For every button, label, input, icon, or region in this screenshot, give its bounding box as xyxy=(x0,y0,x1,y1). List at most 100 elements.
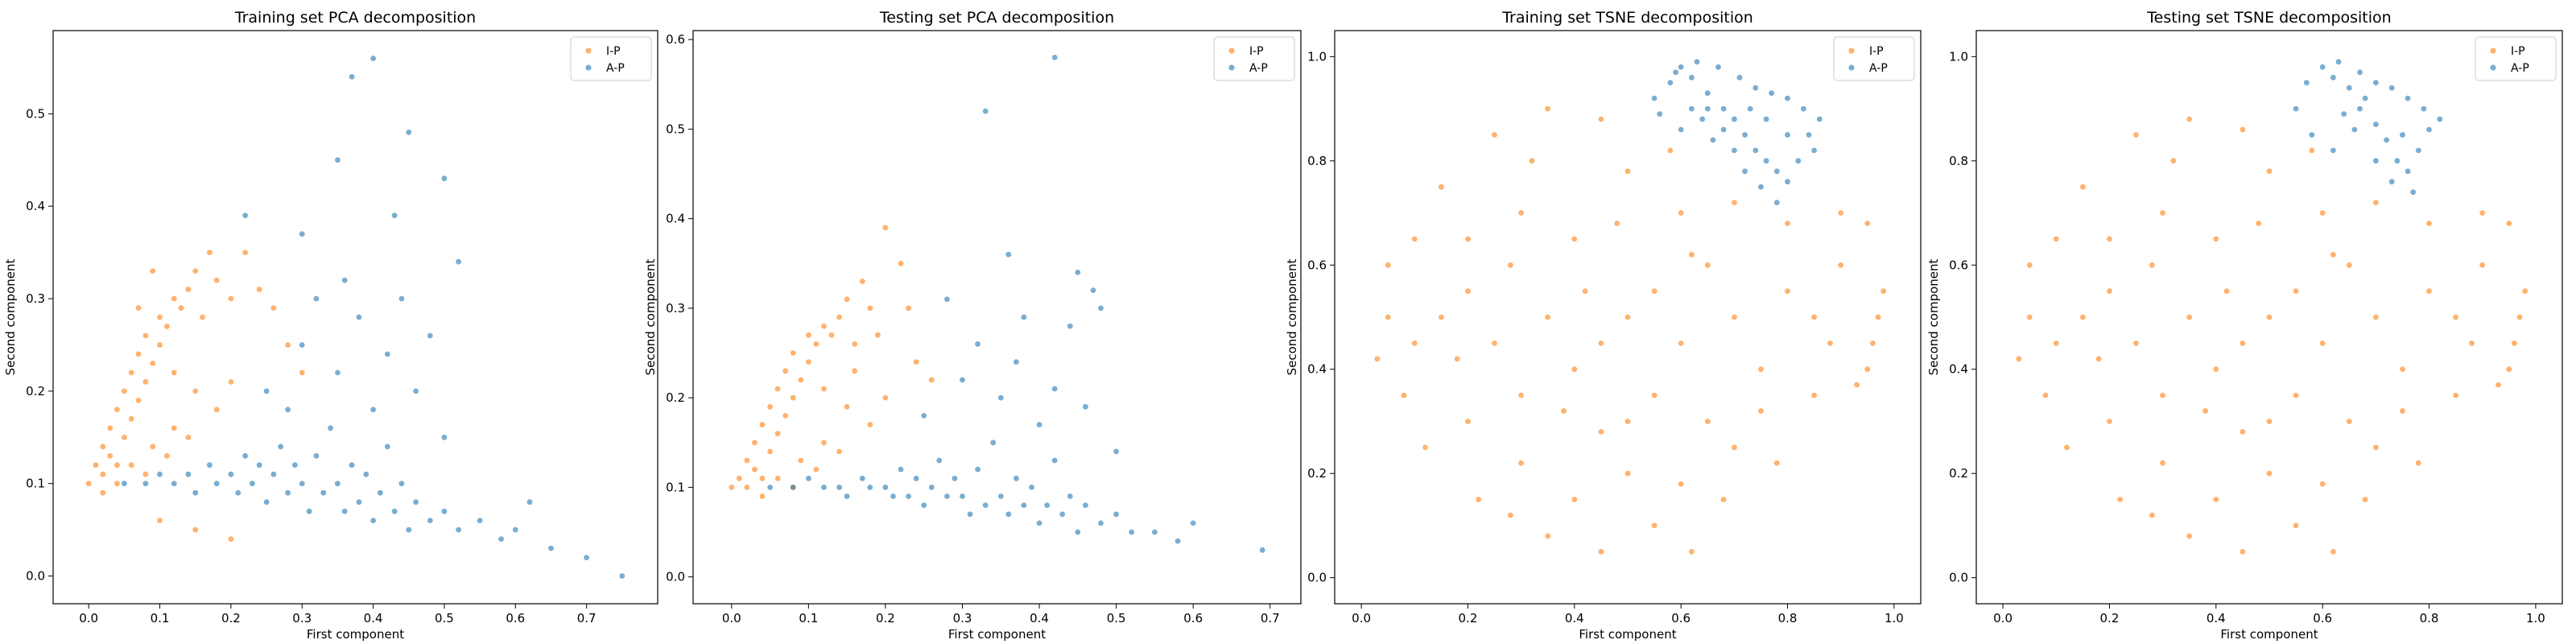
point-ap xyxy=(867,485,873,490)
point-ip xyxy=(798,457,804,464)
point-ap xyxy=(1129,529,1135,535)
point-ap xyxy=(2357,69,2363,76)
point-ip xyxy=(2053,236,2059,242)
point-ip xyxy=(2479,210,2486,216)
point-ip xyxy=(1465,288,1471,294)
point-ip xyxy=(2293,522,2299,529)
point-ap xyxy=(882,485,889,490)
point-ip xyxy=(1385,314,1391,320)
point-ip xyxy=(142,379,149,385)
point-ap xyxy=(844,493,850,499)
point-ip xyxy=(142,332,149,339)
axes-frame xyxy=(52,30,658,605)
point-ap xyxy=(2410,189,2417,196)
point-ip xyxy=(859,279,865,284)
point-ap xyxy=(341,277,348,283)
point-ip xyxy=(1811,314,1818,320)
point-ip xyxy=(2160,392,2166,398)
point-ip xyxy=(93,462,99,469)
point-ap xyxy=(1747,105,1753,112)
point-ip xyxy=(767,448,773,455)
point-ap xyxy=(1752,147,1759,154)
point-ap xyxy=(378,489,383,496)
point-ap xyxy=(427,518,433,523)
point-ip xyxy=(2133,341,2139,346)
point-ap xyxy=(997,394,1004,401)
point-ip xyxy=(1864,366,1871,373)
point-ip xyxy=(752,466,758,473)
point-ip xyxy=(2240,341,2246,346)
point-ap xyxy=(1051,386,1058,392)
point-ap xyxy=(441,434,448,440)
y-tick-label: 1.0 xyxy=(1949,49,1968,64)
y-axis-label: Second component xyxy=(1926,258,1941,375)
point-ip xyxy=(2512,341,2517,346)
point-ip xyxy=(2309,147,2315,154)
point-ap xyxy=(982,108,989,114)
point-ap xyxy=(157,471,163,477)
point-ip xyxy=(2426,221,2432,226)
point-ip xyxy=(285,342,291,348)
point-ip xyxy=(100,489,106,496)
point-ap xyxy=(859,475,865,481)
point-ap xyxy=(398,295,405,302)
point-ip xyxy=(122,434,127,440)
legend-label: I-P xyxy=(1249,45,1264,58)
y-tick-label: 0.1 xyxy=(666,480,685,494)
point-ap xyxy=(2394,158,2401,164)
point-ip xyxy=(2016,356,2022,362)
point-ap xyxy=(944,296,950,303)
point-ip xyxy=(1854,382,1860,388)
point-ap xyxy=(2357,105,2363,112)
point-ip xyxy=(928,377,935,383)
y-tick-label: 1.0 xyxy=(1307,49,1327,64)
point-ap xyxy=(1785,179,1790,185)
point-ap xyxy=(1742,168,1748,175)
point-ip xyxy=(759,422,766,427)
point-ap xyxy=(2319,64,2326,70)
legend-label: A-P xyxy=(2511,62,2529,75)
point-ap xyxy=(1689,74,1695,80)
point-ip xyxy=(128,462,134,469)
point-ap xyxy=(122,481,127,487)
y-tick-label: 0.2 xyxy=(26,384,45,398)
point-ap xyxy=(192,489,199,496)
point-ap xyxy=(349,462,355,469)
point-ip xyxy=(1838,210,1844,216)
x-tick-label: 0.4 xyxy=(1030,611,1049,625)
point-ip xyxy=(1732,200,1737,206)
point-ap xyxy=(1704,90,1711,97)
point-ip xyxy=(844,403,850,410)
x-tick-label: 0.6 xyxy=(506,611,525,625)
point-ip xyxy=(1732,314,1737,320)
point-ip xyxy=(192,526,199,533)
point-ip xyxy=(2469,341,2475,346)
point-ap xyxy=(370,407,376,413)
scatter-points xyxy=(2016,59,2529,555)
point-ip xyxy=(256,287,262,292)
point-ap xyxy=(441,175,448,182)
point-ap xyxy=(548,545,554,551)
point-ap xyxy=(370,56,376,61)
point-ip xyxy=(2426,288,2432,294)
point-ip xyxy=(2266,470,2273,477)
point-ip xyxy=(867,422,873,427)
point-ap xyxy=(2405,95,2411,101)
point-ap xyxy=(2384,137,2390,143)
point-ip xyxy=(164,324,170,329)
point-ip xyxy=(270,305,277,311)
point-ip xyxy=(2133,132,2139,138)
point-ap xyxy=(335,157,341,163)
scatter-points xyxy=(729,55,1265,553)
chart-panel-4: 0.0 0.2 0.4 0.6 0.8 1.0 0.0 0.2 0.4 0.6 0.8 1.0 Test… xyxy=(1926,9,2563,642)
point-ip xyxy=(806,359,811,365)
point-ip xyxy=(128,415,134,422)
x-tick-label: 0.8 xyxy=(1778,611,1798,625)
legend: I-P A-P xyxy=(1833,36,1915,81)
y-tick-label: 0.8 xyxy=(1307,154,1327,168)
point-ip xyxy=(207,250,213,255)
y-tick-label: 0.2 xyxy=(1949,466,1968,481)
point-ap xyxy=(619,573,625,579)
point-ap xyxy=(982,502,989,508)
